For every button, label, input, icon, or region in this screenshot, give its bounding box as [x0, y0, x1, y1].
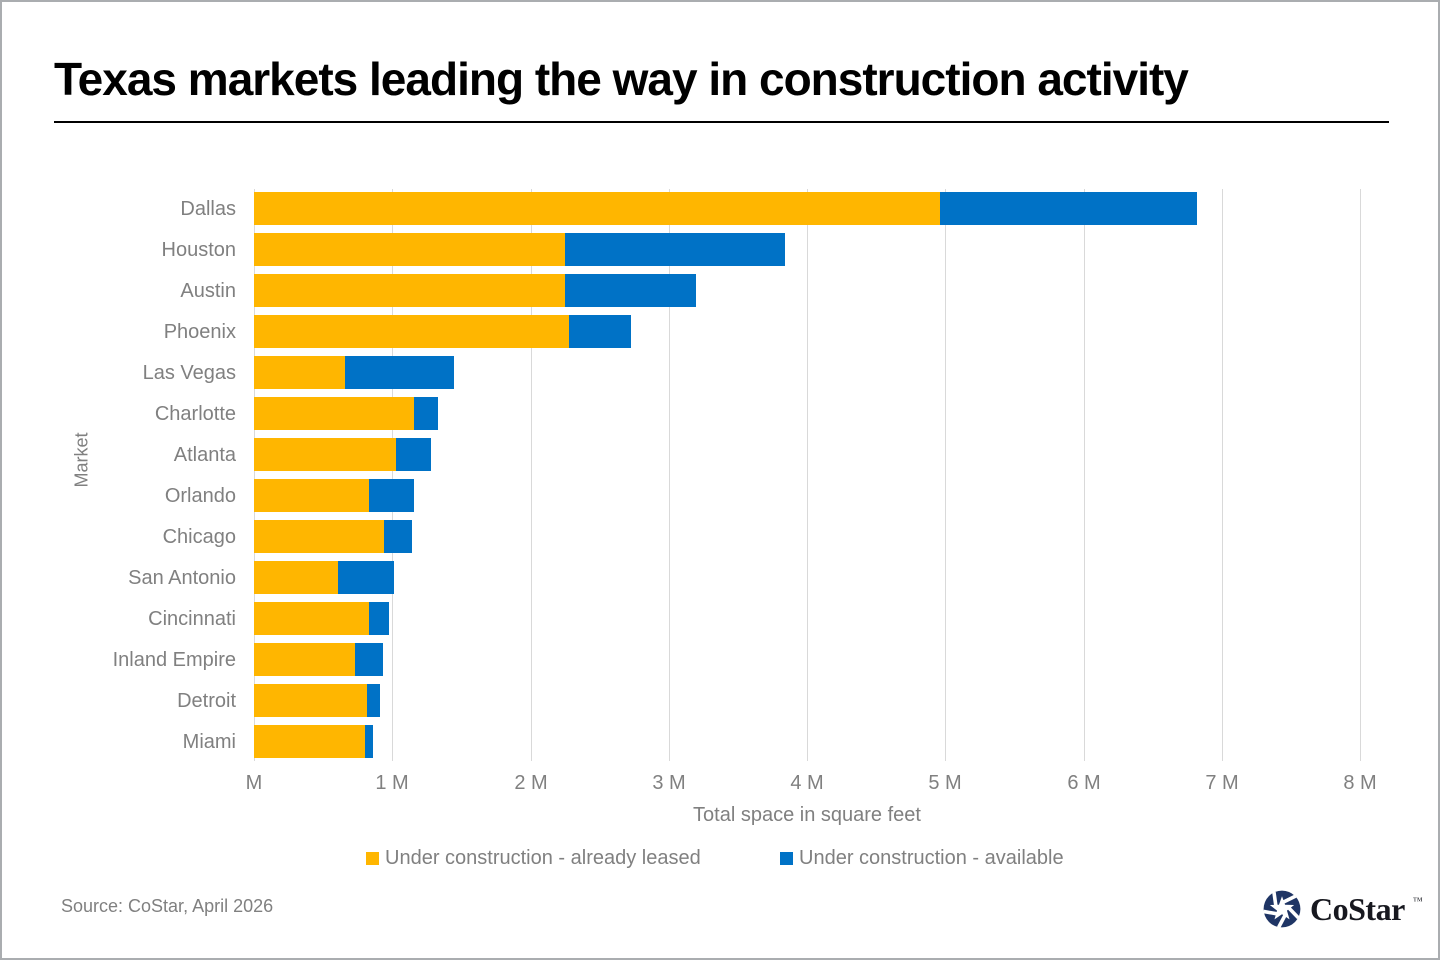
bar-phoenix-leased — [254, 315, 570, 348]
legend-swatch-leased — [366, 852, 379, 865]
bar-chicago-available — [384, 520, 412, 553]
costar-logo-text: CoStar — [1310, 891, 1405, 927]
category-label-chicago: Chicago — [162, 525, 236, 548]
costar-pinwheel-icon — [1263, 890, 1301, 929]
bar-houston-available — [565, 233, 785, 266]
category-label-cincinnati: Cincinnati — [148, 607, 236, 630]
category-label-charlotte: Charlotte — [154, 402, 236, 425]
gridline-4-m — [807, 189, 808, 761]
x-tick-5-m: 5 M — [928, 772, 962, 794]
bar-inland-empire-leased — [254, 643, 355, 676]
bar-dallas-leased — [254, 192, 940, 225]
category-label-san-antonio: San Antonio — [128, 566, 236, 589]
bar-inland-empire-available — [354, 643, 383, 676]
bar-charlotte-leased — [254, 397, 415, 430]
gridline-2-m — [531, 189, 532, 761]
bar-austin-available — [565, 274, 697, 307]
category-label-dallas: Dallas — [180, 197, 236, 220]
gridline-3-m — [669, 189, 670, 761]
gridline-6-m — [1084, 189, 1085, 761]
x-tick-6-m: 6 M — [1067, 772, 1101, 794]
bar-miami-leased — [254, 725, 365, 758]
category-label-houston: Houston — [161, 238, 237, 261]
category-axis: Dallas Houston Austin Phoenix Las Vegas Charl… — [2, 189, 236, 761]
category-label-miami: Miami — [182, 730, 236, 753]
x-tick-1-m: 1 M — [375, 772, 409, 794]
bar-charlotte-available — [414, 397, 438, 430]
page-title: Texas markets leading the way in constru… — [54, 53, 1189, 105]
bar-chicago-leased — [254, 520, 384, 553]
title-divider — [54, 121, 1389, 123]
x-tick-3-m: 3 M — [652, 772, 686, 794]
bar-orlando-leased — [254, 479, 369, 512]
gridline-1-m — [392, 189, 393, 761]
bar-houston-leased — [254, 233, 566, 266]
gridline-m — [254, 189, 255, 761]
category-label-inland-empire: Inland Empire — [112, 648, 236, 671]
costar-logo: CoStar ™ — [1262, 887, 1423, 931]
source-note: Source: CoStar, April 2026 — [61, 896, 274, 916]
bar-atlanta-available — [396, 438, 431, 471]
bar-detroit-available — [367, 684, 380, 717]
category-label-detroit: Detroit — [177, 689, 236, 712]
costar-trademark: ™ — [1412, 896, 1423, 907]
bar-orlando-available — [368, 479, 415, 512]
plot-area — [254, 189, 1361, 761]
bar-san-antonio-available — [338, 561, 394, 594]
bar-phoenix-available — [569, 315, 632, 348]
legend-item-available: Under construction - available — [780, 847, 1064, 870]
legend-item-leased: Under construction - already leased — [366, 847, 701, 870]
category-label-phoenix: Phoenix — [163, 320, 236, 343]
bar-las-vegas-available — [345, 356, 455, 389]
x-tick-8-m: 8 M — [1343, 772, 1377, 794]
gridline-5-m — [945, 189, 946, 761]
category-label-austin: Austin — [180, 279, 236, 302]
x-tick-2-m: 2 M — [514, 772, 548, 794]
bar-dallas-available — [939, 192, 1197, 225]
x-tick-4-m: 4 M — [790, 772, 824, 794]
category-label-atlanta: Atlanta — [173, 443, 236, 466]
legend-swatch-available — [780, 852, 793, 865]
bar-cincinnati-leased — [254, 602, 369, 635]
legend-label-available: Under construction - available — [799, 847, 1064, 869]
bar-miami-available — [364, 725, 373, 758]
bar-austin-leased — [254, 274, 566, 307]
legend-label-leased: Under construction - already leased — [385, 847, 701, 869]
x-tick-7-m: 7 M — [1205, 772, 1239, 794]
category-label-orlando: Orlando — [164, 484, 236, 507]
gridline-7-m — [1222, 189, 1223, 761]
category-label-las-vegas: Las Vegas — [142, 361, 236, 384]
x-axis-title: Total space in square feet — [693, 804, 921, 826]
bar-san-antonio-leased — [254, 561, 339, 594]
bar-las-vegas-leased — [254, 356, 346, 389]
bar-atlanta-leased — [254, 438, 397, 471]
bar-cincinnati-available — [368, 602, 390, 635]
gridline-8-m — [1360, 189, 1361, 761]
bar-detroit-leased — [254, 684, 368, 717]
x-tick-m: M — [245, 772, 263, 794]
